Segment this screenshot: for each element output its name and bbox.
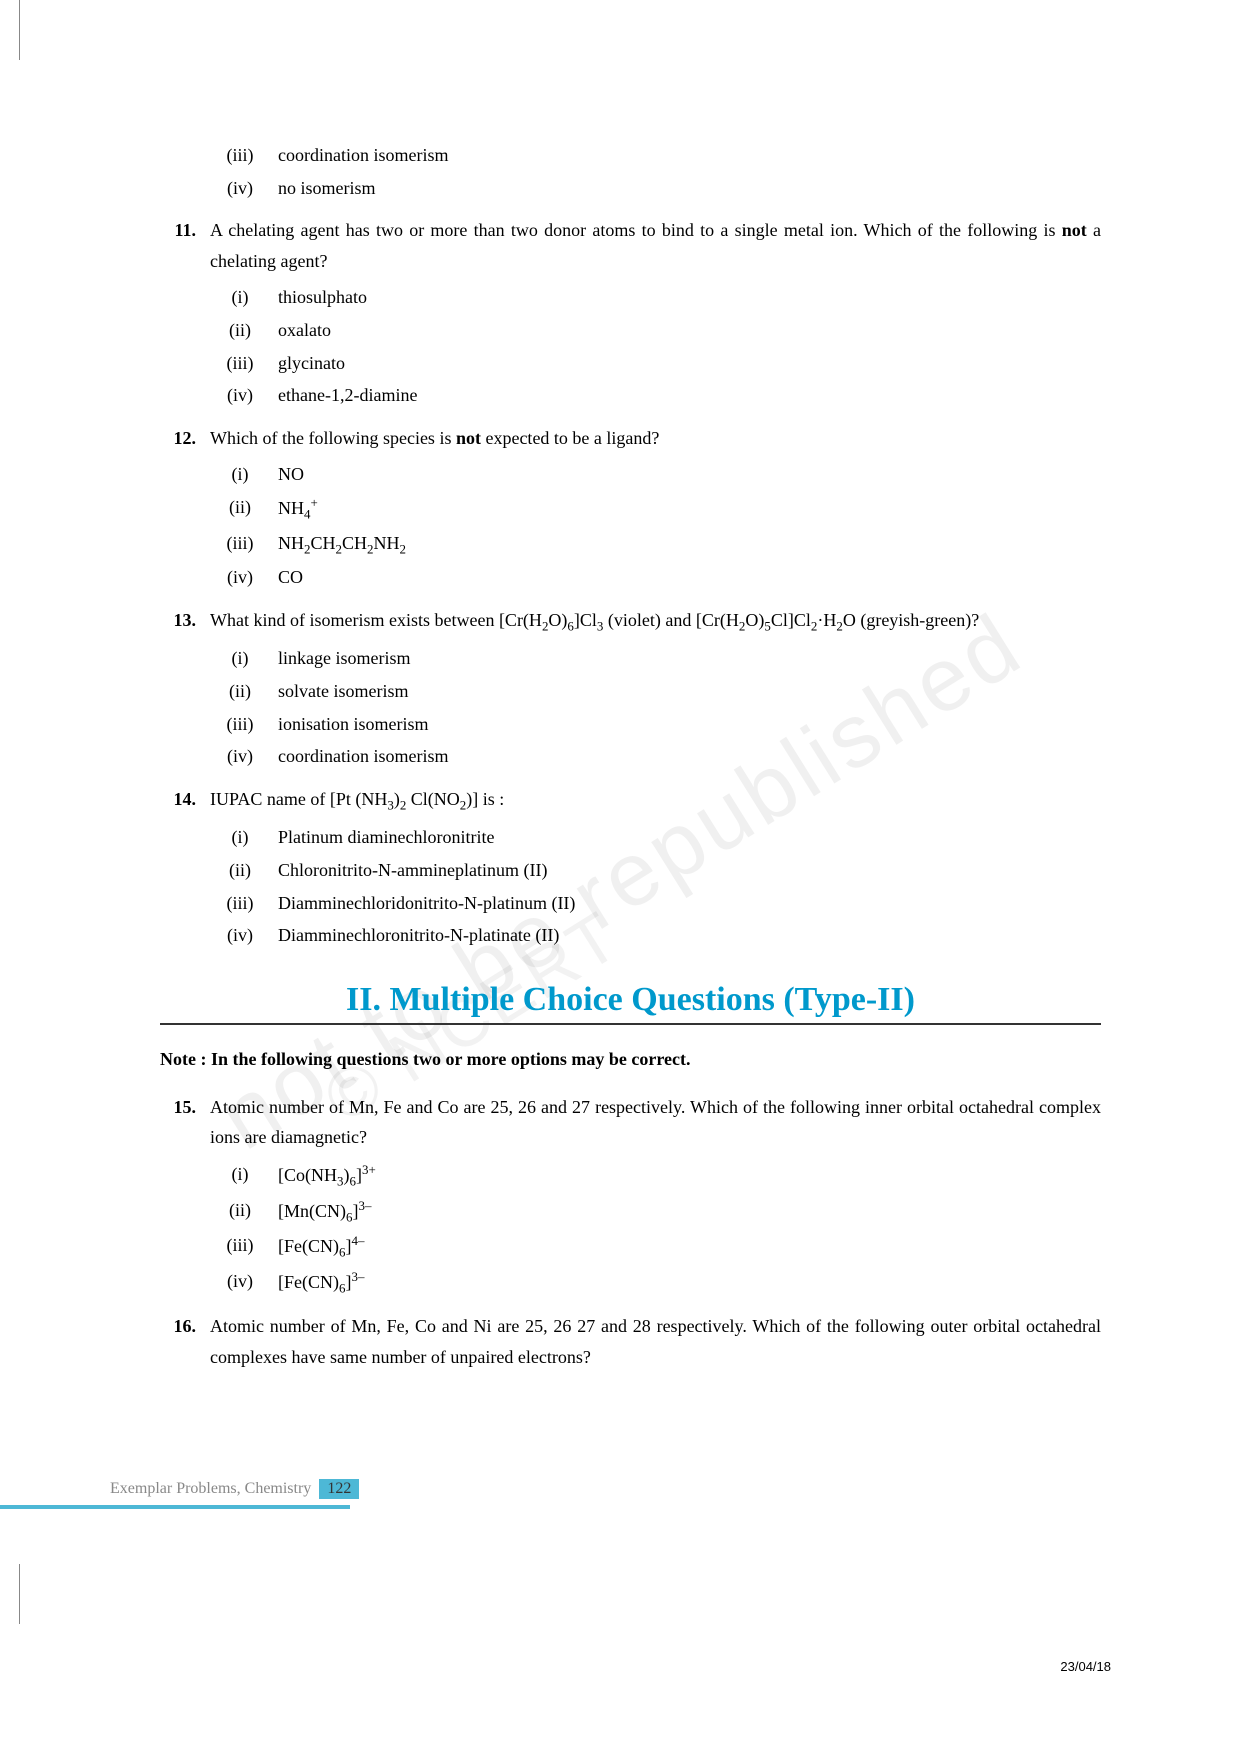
section-rule: [160, 1023, 1101, 1025]
option-text: [Co(NH3)6]3+: [270, 1159, 1101, 1193]
option-number: (i): [210, 282, 270, 313]
option: (i)NO: [210, 459, 1101, 490]
date-stamp: 23/04/18: [1060, 1659, 1111, 1674]
option-text: [Mn(CN)6]3–: [270, 1195, 1101, 1229]
option: (i)thiosulphato: [210, 282, 1101, 313]
question-16: 16. Atomic number of Mn, Fe, Co and Ni a…: [160, 1311, 1101, 1372]
option-number: (i): [210, 643, 270, 674]
bold-text: not: [456, 428, 481, 448]
option: (iii)NH2CH2CH2NH2: [210, 528, 1101, 561]
option-number: (ii): [210, 676, 270, 707]
option: (ii)solvate isomerism: [210, 676, 1101, 707]
option-text: linkage isomerism: [270, 643, 1101, 674]
option-text: [Fe(CN)6]3–: [270, 1266, 1101, 1300]
option-text: ethane-1,2-diamine: [270, 380, 1101, 411]
option-text: solvate isomerism: [270, 676, 1101, 707]
question-15: 15. Atomic number of Mn, Fe and Co are 2…: [160, 1092, 1101, 1153]
section-note: Note : In the following questions two or…: [160, 1049, 1101, 1070]
option-text: coordination isomerism: [270, 140, 1101, 171]
option: (iv)coordination isomerism: [210, 741, 1101, 772]
text: A chelating agent has two or more than t…: [210, 220, 1062, 240]
option-text: glycinato: [270, 348, 1101, 379]
option: (iii)ionisation isomerism: [210, 709, 1101, 740]
option-number: (iii): [210, 1230, 270, 1264]
option-number: (i): [210, 822, 270, 853]
option-text: [Fe(CN)6]4–: [270, 1230, 1101, 1264]
question-11: 11. A chelating agent has two or more th…: [160, 215, 1101, 276]
option: (i)Platinum diaminechloronitrite: [210, 822, 1101, 853]
option-number: (iv): [210, 562, 270, 593]
option-number: (iv): [210, 380, 270, 411]
question-text: Atomic number of Mn, Fe and Co are 25, 2…: [210, 1092, 1101, 1153]
option: (iii)glycinato: [210, 348, 1101, 379]
page-footer: Exemplar Problems, Chemistry 122: [110, 1479, 359, 1499]
option-text: CO: [270, 562, 1101, 593]
option: (iv)Diamminechloronitrito-N-platinate (I…: [210, 920, 1101, 951]
question-number: 14.: [160, 784, 210, 817]
option-number: (iii): [210, 528, 270, 561]
option-text: NO: [270, 459, 1101, 490]
section-heading: II. Multiple Choice Questions (Type-II): [160, 981, 1101, 1019]
option-text: thiosulphato: [270, 282, 1101, 313]
question-text: What kind of isomerism exists between [C…: [210, 605, 1101, 638]
question-text: Which of the following species is not ex…: [210, 423, 1101, 454]
footer-page-number: 122: [319, 1479, 359, 1499]
option-number: (i): [210, 1159, 270, 1193]
option: (ii)[Mn(CN)6]3–: [210, 1195, 1101, 1229]
option-text: Diamminechloridonitrito-N-platinum (II): [270, 888, 1101, 919]
question-number: 15.: [160, 1092, 210, 1153]
option: (ii)oxalato: [210, 315, 1101, 346]
option-text: coordination isomerism: [270, 741, 1101, 772]
option-number: (ii): [210, 855, 270, 886]
footer-accent-line: [0, 1505, 350, 1509]
option-number: (iv): [210, 741, 270, 772]
option: (ii)Chloronitrito-N-ammineplatinum (II): [210, 855, 1101, 886]
option-number: (ii): [210, 315, 270, 346]
option-number: (ii): [210, 1195, 270, 1229]
option-number: (iii): [210, 348, 270, 379]
option: (ii)NH4+: [210, 492, 1101, 526]
question-number: 12.: [160, 423, 210, 454]
question-number: 11.: [160, 215, 210, 276]
option-number: (iv): [210, 173, 270, 204]
option-number: (iv): [210, 1266, 270, 1300]
option: (iii)[Fe(CN)6]4–: [210, 1230, 1101, 1264]
option-text: NH4+: [270, 492, 1101, 526]
question-text: A chelating agent has two or more than t…: [210, 215, 1101, 276]
option-text: no isomerism: [270, 173, 1101, 204]
question-14: 14. IUPAC name of [Pt (NH3)2 Cl(NO2)] is…: [160, 784, 1101, 817]
page-content: (iii) coordination isomerism (iv) no iso…: [160, 140, 1101, 1373]
option: (iv)[Fe(CN)6]3–: [210, 1266, 1101, 1300]
option-text: Chloronitrito-N-ammineplatinum (II): [270, 855, 1101, 886]
option-text: NH2CH2CH2NH2: [270, 528, 1101, 561]
option-text: Diamminechloronitrito-N-platinate (II): [270, 920, 1101, 951]
option: (iv) no isomerism: [210, 173, 1101, 204]
option: (i)linkage isomerism: [210, 643, 1101, 674]
option-number: (iii): [210, 888, 270, 919]
option: (iii)Diamminechloridonitrito-N-platinum …: [210, 888, 1101, 919]
option-number: (iv): [210, 920, 270, 951]
option: (iv)CO: [210, 562, 1101, 593]
question-text: IUPAC name of [Pt (NH3)2 Cl(NO2)] is :: [210, 784, 1101, 817]
option: (i)[Co(NH3)6]3+: [210, 1159, 1101, 1193]
option-text: ionisation isomerism: [270, 709, 1101, 740]
option-text: Platinum diaminechloronitrite: [270, 822, 1101, 853]
text: expected to be a ligand?: [481, 428, 659, 448]
option-text: oxalato: [270, 315, 1101, 346]
option-number: (ii): [210, 492, 270, 526]
bold-text: not: [1062, 220, 1087, 240]
option: (iii) coordination isomerism: [210, 140, 1101, 171]
option-number: (iii): [210, 140, 270, 171]
question-number: 13.: [160, 605, 210, 638]
option-number: (iii): [210, 709, 270, 740]
option-number: (i): [210, 459, 270, 490]
footer-title: Exemplar Problems, Chemistry: [110, 1480, 311, 1497]
text: Which of the following species is: [210, 428, 456, 448]
question-13: 13. What kind of isomerism exists betwee…: [160, 605, 1101, 638]
question-12: 12. Which of the following species is no…: [160, 423, 1101, 454]
question-text: Atomic number of Mn, Fe, Co and Ni are 2…: [210, 1311, 1101, 1372]
option: (iv)ethane-1,2-diamine: [210, 380, 1101, 411]
question-number: 16.: [160, 1311, 210, 1372]
